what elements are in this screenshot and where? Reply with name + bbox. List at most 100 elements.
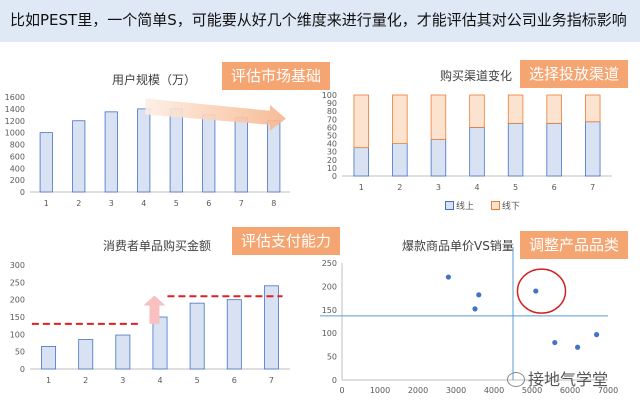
y-tick-label: 200 <box>322 282 337 291</box>
bar <box>202 114 216 193</box>
bar-offline <box>469 94 485 128</box>
y-tick-label: 1400 <box>5 105 25 114</box>
x-tick-label: 6000 <box>560 386 580 395</box>
legend-label: 线下 <box>501 202 520 212</box>
x-tick-label: 2000 <box>408 386 428 395</box>
bar-offline <box>353 94 370 149</box>
y-tick-label: 1200 <box>5 117 25 126</box>
data-point <box>533 288 539 294</box>
bar <box>169 108 183 193</box>
y-tick-label: 600 <box>10 152 25 161</box>
data-point <box>594 332 600 338</box>
chart-title: 消费者单品购买金额 <box>103 239 212 253</box>
bar-online <box>430 139 447 177</box>
y-tick-label: 20 <box>327 156 337 165</box>
bar-online <box>507 122 524 177</box>
x-tick-label: 4 <box>141 199 146 208</box>
legend-swatch <box>490 201 500 210</box>
bar <box>78 339 94 370</box>
bar-online <box>469 127 485 177</box>
data-point <box>552 339 558 346</box>
chart-hot-items: 爆款商品单价VS销量 调整产品品类 0 50 100 150 200 250 0 1000 20… <box>320 225 640 403</box>
y-tick-label: 1600 <box>5 93 25 102</box>
x-tick-label: 7 <box>590 183 595 192</box>
bar <box>115 334 131 370</box>
bar <box>263 285 279 370</box>
x-tick-label: 3000 <box>446 386 466 395</box>
highlight-circle <box>516 268 567 314</box>
bar <box>226 299 242 370</box>
bar-online <box>546 122 562 177</box>
x-tick-label: 0 <box>339 386 344 395</box>
y-tick-label: 100 <box>322 329 337 338</box>
y-tick-label: 250 <box>10 278 25 287</box>
x-tick-label: 7 <box>269 376 274 385</box>
x-tick-label: 1 <box>44 199 49 208</box>
y-tick-label: 1000 <box>5 129 25 138</box>
x-tick-label: 7 <box>239 199 244 208</box>
chart-canvas: 0 50 100 150 200 250 300 1 2 3 4 5 6 7 <box>10 261 290 385</box>
y-tick-label: 800 <box>10 141 25 150</box>
watermark: 接地气学堂 <box>507 366 608 390</box>
y-tick-label: 400 <box>10 164 25 173</box>
y-tick-label: 250 <box>322 259 337 268</box>
chart-canvas: 0 50 100 150 200 250 0 1000 2000 3000 4000 5000 6000… <box>320 247 618 395</box>
legend-swatch <box>445 201 454 210</box>
tag-adjust-category: 调整产品品类 <box>520 231 628 259</box>
data-point <box>476 292 482 298</box>
tag-evaluate-market: 评估市场基础 <box>222 62 330 90</box>
bar <box>152 316 168 370</box>
x-tick-label: 5 <box>195 376 200 385</box>
y-tick-label: 100 <box>322 91 337 100</box>
y-tick-label: 50 <box>327 353 337 362</box>
x-tick-label: 4 <box>474 183 479 192</box>
y-tick-label: 0 <box>20 188 25 197</box>
chart-canvas: 0 200 400 600 800 1000 1200 1400 1600 1 2 3 4 5 6 7 8 <box>5 93 290 208</box>
header-banner: 比如PEST里，一个简单S，可能要从好几个维度来进行量化，才能评估其对公司业务指… <box>0 0 640 42</box>
y-tick-label: 90 <box>327 99 337 108</box>
bar <box>72 120 86 193</box>
y-tick-label: 30 <box>327 148 337 157</box>
chart-title: 爆款商品单价VS销量 <box>402 239 514 253</box>
bar-offline <box>392 94 408 144</box>
x-tick-label: 6 <box>552 183 557 192</box>
y-tick-label: 10 <box>327 164 337 173</box>
x-tick-label: 2 <box>397 183 402 192</box>
legend-label: 线上 <box>456 202 475 212</box>
y-tick-label: 150 <box>322 306 337 315</box>
y-tick-label: 50 <box>15 348 25 357</box>
header-text: 比如PEST里，一个简单S，可能要从好几个维度来进行量化，才能评估其对公司业务指… <box>10 11 627 29</box>
chart-user-scale: 用户规模（万） 评估市场基础 0 200 400 600 800 1000 1200 1400… <box>0 55 330 215</box>
wechat-icon <box>507 372 525 387</box>
y-tick-label: 150 <box>10 313 25 322</box>
bar <box>267 120 281 193</box>
upward-arrow <box>143 295 166 324</box>
bar-offline <box>584 94 601 123</box>
bar <box>137 108 151 193</box>
chart-consumer-spend: 消费者单品购买金额 评估支付能力 0 50 100 150 200 250 300 1 2 3 4 5… <box>0 225 340 403</box>
bar <box>39 132 53 193</box>
y-tick-label: 0 <box>20 365 25 374</box>
x-tick-label: 3 <box>436 183 441 192</box>
bar-offline <box>507 94 524 124</box>
x-tick-label: 2 <box>83 376 88 385</box>
y-tick-label: 100 <box>10 330 25 339</box>
y-tick-label: 200 <box>10 296 25 305</box>
x-tick-label: 7000 <box>598 386 618 395</box>
tag-select-channel: 选择投放渠道 <box>520 60 628 88</box>
bar-online <box>392 143 408 177</box>
y-tick-label: 50 <box>327 132 337 141</box>
x-tick-label: 5 <box>513 183 518 192</box>
y-tick-label: 70 <box>327 115 337 124</box>
bar <box>234 117 248 193</box>
x-tick-label: 4 <box>157 376 162 385</box>
trend-arrow <box>145 98 286 131</box>
bar-offline <box>430 94 447 140</box>
x-tick-label: 3 <box>109 199 114 208</box>
watermark-text: 接地气学堂 <box>528 370 609 389</box>
y-tick-label: 200 <box>10 176 25 185</box>
y-tick-label: 40 <box>327 140 337 149</box>
x-tick-label: 8 <box>271 199 276 208</box>
y-tick-label: 60 <box>327 123 337 132</box>
x-tick-label: 6 <box>232 376 237 385</box>
